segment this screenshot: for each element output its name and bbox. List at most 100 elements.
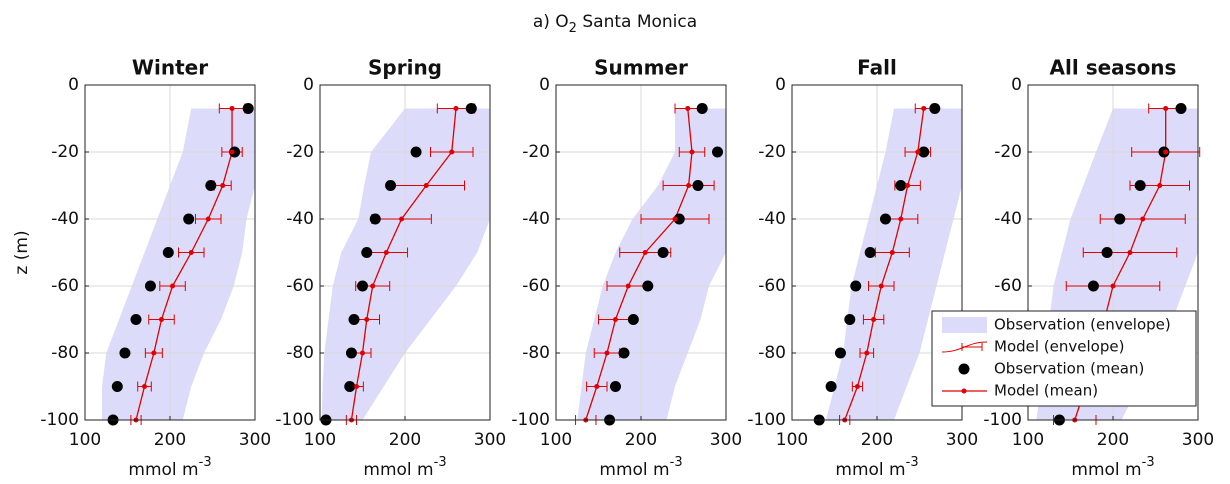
observation-mean [242, 102, 254, 114]
model-mean-point [1163, 149, 1169, 155]
model-mean-point [220, 183, 226, 188]
figure-title: a) O2 Santa Monica [533, 12, 697, 36]
model-mean-point [364, 317, 370, 322]
observation-mean [834, 347, 846, 359]
observation-mean [864, 247, 876, 258]
model-mean-point [889, 250, 895, 255]
observation-mean [1101, 247, 1113, 258]
model-mean-point [686, 183, 692, 188]
x-label-text: mmol m [363, 460, 433, 480]
observation-mean [345, 347, 357, 359]
x-tick-label: 300 [1182, 430, 1214, 450]
observation-mean [692, 180, 704, 191]
legend-swatch [961, 388, 967, 394]
y-tick-label: -20 [286, 142, 314, 162]
model-mean-point [685, 105, 691, 111]
x-tick-label: 300 [474, 430, 506, 450]
y-tick-label: -40 [51, 209, 79, 229]
y-tick-label: 0 [539, 75, 550, 95]
x-tick-label: 100 [1012, 430, 1044, 450]
panel-title: Fall [857, 56, 897, 80]
model-mean-line [350, 108, 457, 421]
x-tick-label: 200 [625, 430, 657, 450]
y-tick-label: -80 [758, 343, 786, 363]
observation-mean [361, 247, 373, 258]
axes-box [555, 84, 727, 421]
x-label-text: mmol m [835, 460, 905, 480]
y-tick-label: -60 [286, 276, 314, 296]
y-tick-label: -80 [522, 343, 550, 363]
observation-mean [880, 213, 891, 225]
y-tick-label: 0 [775, 75, 786, 95]
observation-mean [844, 314, 856, 325]
model-mean-point [625, 283, 631, 289]
y-tick-label: -60 [994, 276, 1022, 296]
x-tick-label: 100 [776, 430, 808, 450]
model-mean-point [1163, 105, 1169, 111]
panel-title: Spring [368, 56, 442, 80]
model-mean-line [135, 108, 233, 421]
y-tick-label: -60 [758, 276, 786, 296]
observation-mean [610, 381, 621, 392]
title-subscript: 2 [569, 21, 577, 36]
model-mean-point [449, 149, 455, 155]
axes-box [319, 84, 491, 421]
x-label-superscript: -3 [1142, 455, 1155, 470]
observation-mean [183, 213, 195, 225]
observation-mean [825, 381, 837, 392]
x-tick-label: 200 [389, 430, 421, 450]
model-mean-point [453, 105, 459, 111]
model-mean-point [370, 283, 376, 289]
axes-box [791, 84, 963, 421]
model-mean-point [1127, 250, 1133, 255]
panel-title: Winter [132, 56, 208, 80]
observation-mean [205, 180, 217, 191]
x-axis-label: mmol m-3 [599, 455, 682, 481]
x-label-text: mmol m [1071, 460, 1141, 480]
model-mean-point [229, 105, 235, 111]
observation-mean [1175, 102, 1187, 114]
observation-mean [895, 180, 907, 191]
x-label-superscript: -3 [906, 455, 919, 470]
observation-envelope [577, 108, 726, 420]
x-tick-label: 100 [304, 430, 336, 450]
model-mean-point [354, 384, 360, 389]
title-text: Santa Monica [577, 12, 697, 32]
model-mean-point [915, 149, 921, 155]
model-mean-point [170, 283, 176, 289]
y-axis-label: z (m) [12, 230, 32, 274]
panel-title: Summer [594, 56, 688, 80]
y-tick-label: -20 [994, 142, 1022, 162]
observation-mean [1087, 280, 1099, 292]
model-mean-point [672, 216, 678, 222]
x-tick-label: 300 [239, 430, 271, 450]
observation-mean [673, 213, 685, 225]
observation-mean [618, 347, 630, 359]
y-tick-label: -100 [275, 410, 314, 430]
observation-mean [712, 146, 723, 158]
model-mean-point [159, 317, 164, 322]
model-mean-point [864, 350, 870, 356]
observation-mean [410, 146, 422, 158]
observation-mean [929, 102, 941, 114]
legend-label: Observation (envelope) [994, 316, 1171, 334]
x-axis-label: mmol m-3 [128, 455, 211, 481]
x-label-text: mmol m [599, 460, 669, 480]
model-mean-point [594, 384, 600, 389]
y-tick-label: -60 [51, 276, 79, 296]
model-mean-point [854, 384, 860, 389]
observation-mean [385, 180, 397, 191]
legend-label: Model (mean) [994, 382, 1098, 400]
observation-mean [1134, 180, 1146, 191]
y-tick-label: -80 [51, 343, 79, 363]
y-tick-label: -100 [983, 410, 1022, 430]
observation-mean [369, 213, 381, 225]
legend-swatch [961, 343, 983, 351]
observation-mean [119, 347, 131, 359]
axes-box [1027, 84, 1199, 421]
y-tick-label: -100 [40, 410, 79, 430]
y-tick-label: -100 [511, 410, 550, 430]
observation-mean [642, 280, 654, 292]
model-mean-point [642, 250, 648, 255]
x-tick-label: 100 [69, 430, 101, 450]
